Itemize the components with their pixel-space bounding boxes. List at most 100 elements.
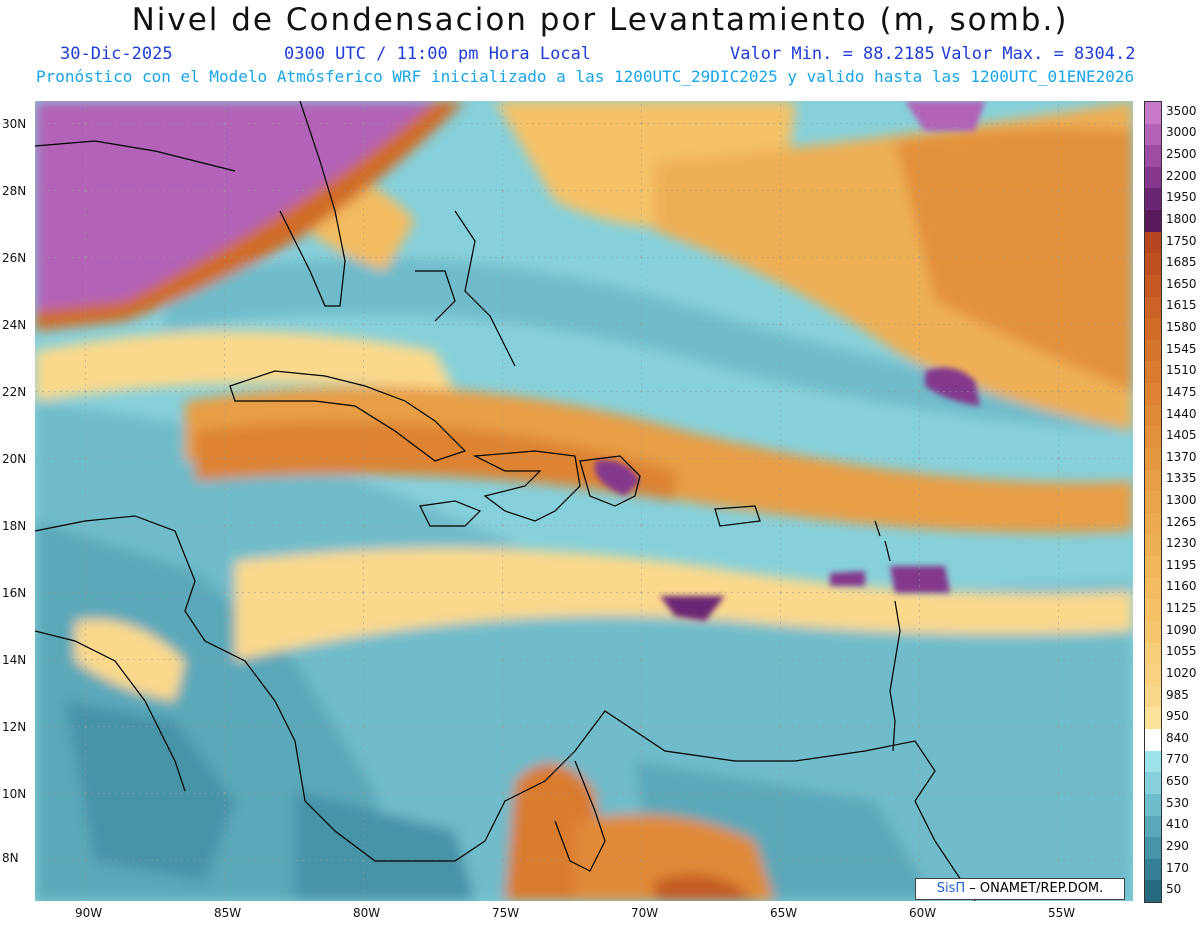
credit-box: SisΠ – ONAMET/REP.DOM.	[915, 878, 1125, 900]
lat-label: 20N	[2, 452, 27, 466]
legend-swatch	[1145, 772, 1161, 795]
lat-label: 10N	[2, 787, 27, 801]
legend-level-label: 1475	[1166, 384, 1197, 399]
legend-swatch	[1145, 858, 1161, 881]
lat-label: 22N	[2, 385, 27, 399]
legend-swatch	[1145, 102, 1161, 125]
legend-swatch	[1145, 361, 1161, 384]
legend-swatch	[1145, 383, 1161, 406]
legend-level-label: 985	[1166, 687, 1189, 702]
legend-swatch	[1145, 296, 1161, 319]
legend-swatch	[1145, 491, 1161, 514]
legend-level-label: 1020	[1166, 665, 1197, 680]
legend-swatch	[1145, 231, 1161, 254]
legend-swatch	[1145, 318, 1161, 341]
lat-label: 26N	[2, 251, 27, 265]
legend-swatch	[1145, 664, 1161, 687]
legend-level-label: 1685	[1166, 255, 1197, 270]
legend-level-label: 650	[1166, 774, 1189, 789]
graticule	[35, 101, 1133, 901]
legend-swatch	[1145, 880, 1161, 903]
legend-level-label: 770	[1166, 752, 1189, 767]
legend-level-label: 410	[1166, 817, 1189, 832]
legend-swatch	[1145, 123, 1161, 146]
lat-label: 16N	[2, 586, 27, 600]
lon-label: 65W	[770, 906, 798, 920]
legend-level-label: 170	[1166, 860, 1189, 875]
lon-label: 90W	[75, 906, 103, 920]
page-title: Nivel de Condensacion por Levantamiento …	[131, 2, 1069, 38]
legend-level-label: 840	[1166, 730, 1189, 745]
legend-swatch	[1145, 534, 1161, 557]
legend-level-label: 1545	[1166, 341, 1197, 356]
lcl-map	[35, 101, 1133, 901]
legend-swatch	[1145, 469, 1161, 492]
legend-level-label: 1510	[1166, 363, 1197, 378]
legend-level-label: 1125	[1166, 601, 1197, 616]
legend-swatch	[1145, 210, 1161, 233]
sis-logo: SisΠ	[936, 881, 966, 896]
legend-level-label: 1230	[1166, 536, 1197, 551]
legend-level-label: 1300	[1166, 493, 1197, 507]
coastlines	[35, 101, 976, 901]
legend-level-label: 1580	[1166, 320, 1197, 335]
legend-level-label: 1370	[1166, 449, 1197, 464]
legend-level-label: 1800	[1166, 211, 1197, 226]
lon-label: 85W	[214, 906, 242, 920]
legend-swatch	[1145, 815, 1161, 838]
legend-swatch	[1145, 447, 1161, 471]
legend-level-label: 1440	[1166, 406, 1197, 421]
legend-swatch	[1145, 188, 1161, 211]
legend-swatch	[1145, 404, 1161, 427]
legend-level-label: 1160	[1166, 579, 1197, 594]
legend-swatch	[1145, 685, 1161, 708]
legend-level-label: 1090	[1166, 622, 1197, 637]
lat-label: 24N	[2, 318, 27, 332]
legend-level-label: 1265	[1166, 514, 1197, 529]
lon-label: 80W	[353, 906, 381, 920]
min-value: Valor Min. = 88.2185	[730, 44, 935, 64]
legend-level-label: 950	[1166, 709, 1189, 724]
legend-swatch	[1145, 274, 1161, 298]
legend-level-label: 1055	[1166, 644, 1197, 659]
legend-level-label: 1950	[1166, 190, 1197, 205]
legend-level-label: 1335	[1166, 471, 1197, 486]
legend-swatch	[1145, 145, 1161, 168]
legend-level-label: 530	[1166, 795, 1189, 810]
legend-level-label: 2500	[1166, 147, 1197, 162]
legend-swatch	[1145, 599, 1161, 622]
legend-swatch	[1145, 642, 1161, 665]
legend-swatch	[1145, 707, 1161, 730]
forecast-date: 30-Dic-2025	[60, 44, 173, 64]
legend-level-label: 290	[1166, 838, 1189, 853]
legend-level-label: 3000	[1166, 125, 1197, 140]
lon-label: 60W	[909, 906, 937, 920]
forecast-time: 0300 UTC / 11:00 pm Hora Local	[284, 44, 592, 64]
max-value: Valor Max. = 8304.2	[941, 44, 1136, 64]
lat-label: 30N	[2, 117, 27, 131]
legend-swatch	[1145, 577, 1161, 600]
legend-swatch	[1145, 339, 1161, 362]
legend-swatch	[1145, 253, 1161, 276]
legend-level-label: 3500	[1166, 103, 1197, 118]
legend-swatch	[1145, 556, 1161, 579]
legend-level-label: 1650	[1166, 276, 1197, 291]
lat-label: 18N	[2, 519, 27, 533]
color-legend	[1144, 101, 1162, 903]
lon-label: 55W	[1048, 906, 1076, 920]
legend-swatch	[1145, 793, 1161, 816]
model-info: Pronóstico con el Modelo Atmósferico WRF…	[36, 67, 1135, 86]
legend-level-label: 1405	[1166, 428, 1197, 443]
credit-text: – ONAMET/REP.DOM.	[969, 881, 1104, 896]
legend-swatch	[1145, 729, 1161, 752]
lon-label: 75W	[492, 906, 520, 920]
legend-level-label: 2200	[1166, 168, 1197, 183]
legend-level-label: 50	[1166, 882, 1182, 897]
legend-swatch	[1145, 837, 1161, 860]
lon-label: 70W	[631, 906, 659, 920]
legend-swatch	[1145, 426, 1161, 449]
lat-label: 8N	[2, 851, 19, 865]
legend-swatch	[1145, 512, 1161, 535]
legend-level-label: 1615	[1166, 298, 1197, 313]
lat-label: 28N	[2, 184, 27, 198]
